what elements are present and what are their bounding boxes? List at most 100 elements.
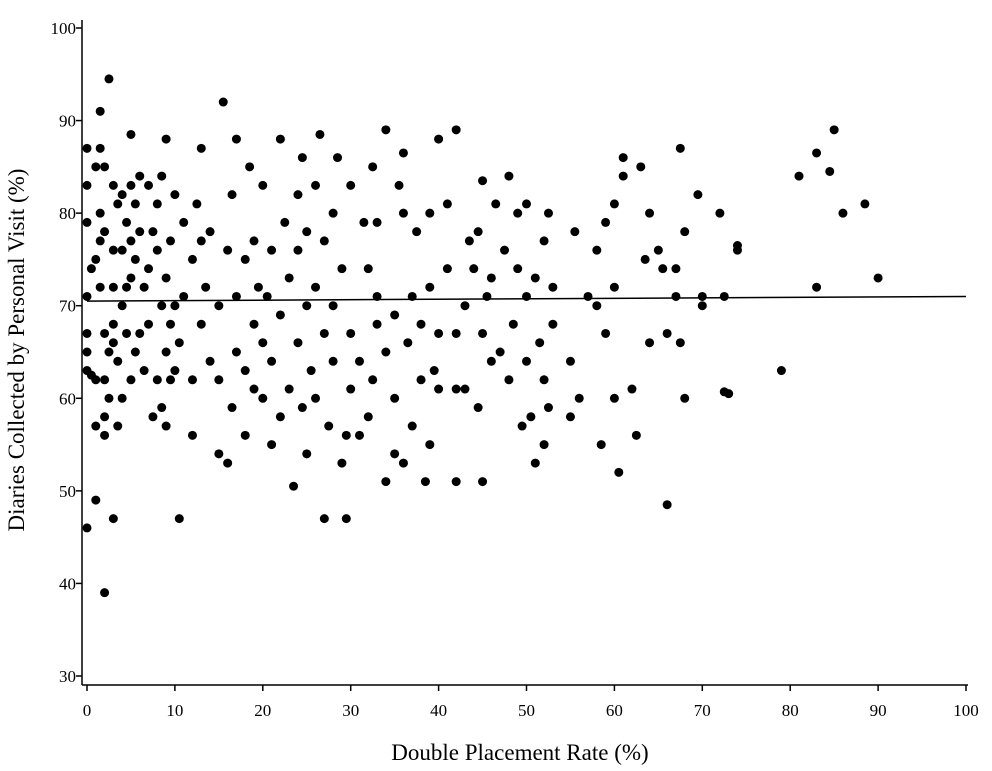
point — [82, 347, 92, 357]
x-tick-label: 20 — [254, 701, 271, 720]
point — [548, 282, 558, 292]
point — [104, 393, 114, 403]
point — [522, 199, 531, 209]
point — [302, 301, 312, 311]
point — [535, 338, 545, 348]
point — [170, 190, 180, 200]
point — [135, 171, 145, 181]
point — [223, 458, 233, 468]
point — [126, 129, 136, 139]
point — [82, 328, 92, 338]
point — [583, 291, 593, 301]
point — [354, 356, 364, 366]
point — [368, 375, 378, 385]
point — [346, 180, 356, 190]
point — [174, 514, 184, 524]
point — [157, 403, 167, 413]
point — [187, 254, 197, 264]
point — [122, 328, 132, 338]
point — [504, 171, 514, 181]
point — [275, 412, 285, 422]
point — [100, 430, 110, 440]
y-tick-label: 30 — [59, 667, 76, 686]
point — [636, 162, 646, 172]
point — [359, 217, 369, 227]
y-tick-label: 60 — [59, 389, 76, 408]
point — [302, 227, 312, 237]
point — [161, 421, 171, 431]
point — [223, 245, 233, 255]
x-tick-label: 100 — [953, 701, 979, 720]
point — [543, 208, 553, 218]
point — [398, 148, 408, 158]
point — [126, 180, 136, 190]
point — [275, 310, 285, 320]
point — [91, 375, 101, 385]
y-tick-label: 40 — [59, 574, 76, 593]
point — [346, 328, 356, 338]
point — [267, 356, 277, 366]
point — [873, 273, 883, 283]
point — [275, 134, 285, 144]
point — [434, 328, 444, 338]
point — [416, 375, 426, 385]
point — [592, 245, 602, 255]
point — [473, 403, 483, 413]
point — [478, 176, 488, 186]
point — [543, 403, 553, 413]
point — [601, 217, 611, 227]
point — [504, 375, 514, 385]
x-tick-label: 60 — [606, 701, 623, 720]
point — [95, 208, 105, 218]
point — [812, 282, 822, 292]
point — [451, 477, 461, 487]
point — [464, 236, 474, 246]
point — [486, 273, 496, 283]
point — [469, 264, 479, 274]
point — [104, 74, 114, 84]
point — [460, 301, 470, 311]
point — [249, 236, 259, 246]
point — [394, 180, 404, 190]
point — [539, 440, 549, 450]
y-tick-label: 90 — [59, 112, 76, 131]
point — [144, 180, 154, 190]
point — [565, 356, 575, 366]
point — [671, 291, 681, 301]
point — [170, 301, 180, 311]
point — [161, 134, 171, 144]
point — [346, 384, 356, 394]
point — [565, 412, 575, 422]
point — [130, 199, 140, 209]
point — [157, 171, 167, 181]
point — [91, 254, 101, 264]
point — [609, 393, 619, 403]
point — [363, 264, 373, 274]
point — [227, 403, 237, 413]
point — [108, 180, 118, 190]
point — [838, 208, 848, 218]
point — [91, 495, 101, 505]
point — [293, 338, 303, 348]
point — [82, 217, 92, 227]
point — [812, 148, 822, 158]
point — [539, 375, 549, 385]
point — [144, 264, 154, 274]
point — [161, 347, 171, 357]
point — [100, 162, 110, 172]
point — [680, 227, 690, 237]
point — [513, 208, 523, 218]
x-tick-label: 30 — [342, 701, 359, 720]
point — [631, 430, 641, 440]
point — [592, 301, 602, 311]
point — [513, 264, 523, 274]
point — [341, 514, 351, 524]
point — [451, 125, 461, 135]
point — [240, 430, 250, 440]
point — [253, 282, 263, 292]
point — [231, 134, 241, 144]
point — [372, 291, 382, 301]
point — [609, 282, 619, 292]
point — [117, 245, 127, 255]
